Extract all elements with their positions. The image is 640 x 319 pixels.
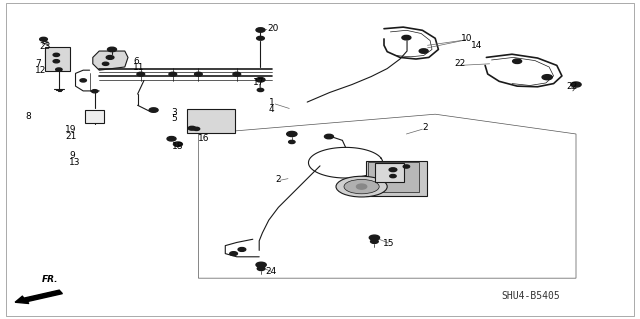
Circle shape xyxy=(403,165,410,168)
Bar xyxy=(188,109,236,133)
Text: SHU4-B5405: SHU4-B5405 xyxy=(502,292,561,301)
Circle shape xyxy=(289,140,295,144)
Circle shape xyxy=(371,240,378,243)
Circle shape xyxy=(56,68,62,71)
Circle shape xyxy=(173,142,182,146)
Text: 21: 21 xyxy=(65,132,77,141)
Circle shape xyxy=(513,59,522,63)
Circle shape xyxy=(389,168,397,172)
Text: 19: 19 xyxy=(65,125,77,134)
Circle shape xyxy=(402,35,411,40)
Bar xyxy=(375,163,404,182)
Circle shape xyxy=(390,174,396,178)
Circle shape xyxy=(230,252,237,256)
Text: 3: 3 xyxy=(172,108,177,117)
Text: 2: 2 xyxy=(275,175,281,184)
Circle shape xyxy=(233,72,241,76)
Circle shape xyxy=(106,56,114,59)
Circle shape xyxy=(137,72,145,76)
Circle shape xyxy=(238,248,246,251)
Text: 8: 8 xyxy=(26,112,31,121)
Text: 6: 6 xyxy=(133,57,139,66)
Circle shape xyxy=(53,53,60,56)
Bar xyxy=(85,110,104,123)
Text: 22: 22 xyxy=(454,59,466,68)
Text: 4: 4 xyxy=(269,105,275,114)
Text: 1: 1 xyxy=(269,98,275,107)
Circle shape xyxy=(195,72,202,76)
Circle shape xyxy=(324,134,333,139)
Circle shape xyxy=(188,126,196,130)
Circle shape xyxy=(571,82,581,87)
Circle shape xyxy=(167,137,176,141)
Text: 9: 9 xyxy=(69,151,75,160)
Polygon shape xyxy=(93,51,128,70)
Bar xyxy=(45,47,70,71)
Circle shape xyxy=(542,75,552,80)
Text: 7: 7 xyxy=(35,59,41,68)
Text: 24: 24 xyxy=(266,267,277,276)
Text: 14: 14 xyxy=(471,41,483,50)
Text: 13: 13 xyxy=(69,158,81,167)
Text: 2: 2 xyxy=(422,123,428,132)
Text: 22: 22 xyxy=(566,82,578,91)
Circle shape xyxy=(149,108,158,112)
Circle shape xyxy=(257,88,264,92)
Circle shape xyxy=(193,127,200,130)
Circle shape xyxy=(169,72,177,76)
Circle shape xyxy=(356,184,367,189)
Ellipse shape xyxy=(336,176,387,197)
Text: 11: 11 xyxy=(133,63,145,72)
Text: 5: 5 xyxy=(172,114,177,123)
Circle shape xyxy=(40,37,47,41)
Circle shape xyxy=(108,47,116,52)
Text: 16: 16 xyxy=(198,134,210,143)
Ellipse shape xyxy=(344,179,379,194)
Text: 17: 17 xyxy=(253,78,264,87)
Circle shape xyxy=(287,131,297,137)
Circle shape xyxy=(256,28,265,32)
Text: 18: 18 xyxy=(172,142,183,151)
Circle shape xyxy=(256,262,266,267)
Text: 20: 20 xyxy=(268,24,279,33)
Text: 23: 23 xyxy=(40,42,51,51)
Circle shape xyxy=(53,60,60,63)
Circle shape xyxy=(257,36,264,40)
Circle shape xyxy=(80,79,86,82)
Bar xyxy=(366,161,428,196)
Circle shape xyxy=(369,235,380,240)
Circle shape xyxy=(102,62,109,65)
Circle shape xyxy=(92,90,98,93)
Circle shape xyxy=(256,78,265,82)
Text: FR.: FR. xyxy=(42,275,58,284)
Circle shape xyxy=(419,49,428,53)
Text: 15: 15 xyxy=(383,239,394,248)
FancyArrow shape xyxy=(15,290,62,303)
Circle shape xyxy=(257,267,265,271)
Text: 10: 10 xyxy=(461,34,472,43)
Bar xyxy=(368,162,419,192)
Text: 12: 12 xyxy=(35,66,47,75)
